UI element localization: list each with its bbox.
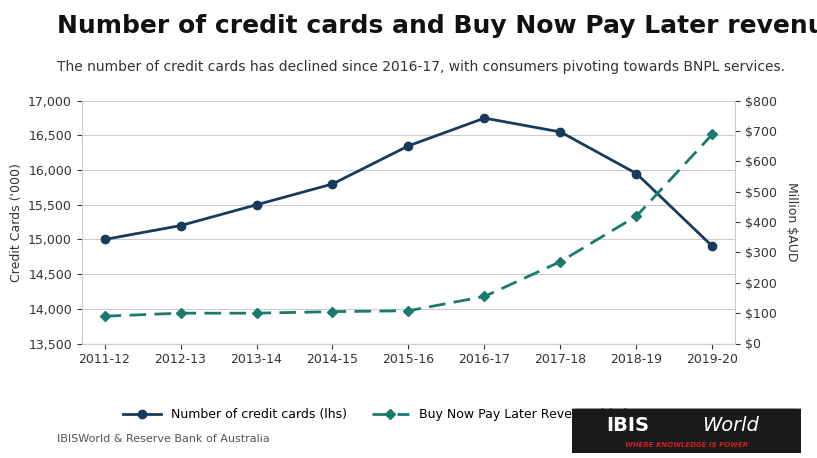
Text: WHERE KNOWLEDGE IS POWER: WHERE KNOWLEDGE IS POWER	[625, 442, 748, 448]
Text: Number of credit cards and Buy Now Pay Later revenue: Number of credit cards and Buy Now Pay L…	[57, 14, 817, 38]
Y-axis label: Million $AUD: Million $AUD	[785, 182, 798, 262]
Text: IBISWorld & Reserve Bank of Australia: IBISWorld & Reserve Bank of Australia	[57, 434, 270, 444]
FancyBboxPatch shape	[565, 409, 807, 453]
Y-axis label: Credit Cards ('000): Credit Cards ('000)	[10, 163, 23, 282]
Text: World: World	[703, 415, 759, 435]
Text: The number of credit cards has declined since 2016-17, with consumers pivoting t: The number of credit cards has declined …	[57, 60, 785, 74]
Legend: Number of credit cards (lhs), Buy Now Pay Later Revenue (rhs): Number of credit cards (lhs), Buy Now Pa…	[118, 403, 633, 426]
Text: IBIS: IBIS	[606, 415, 650, 435]
